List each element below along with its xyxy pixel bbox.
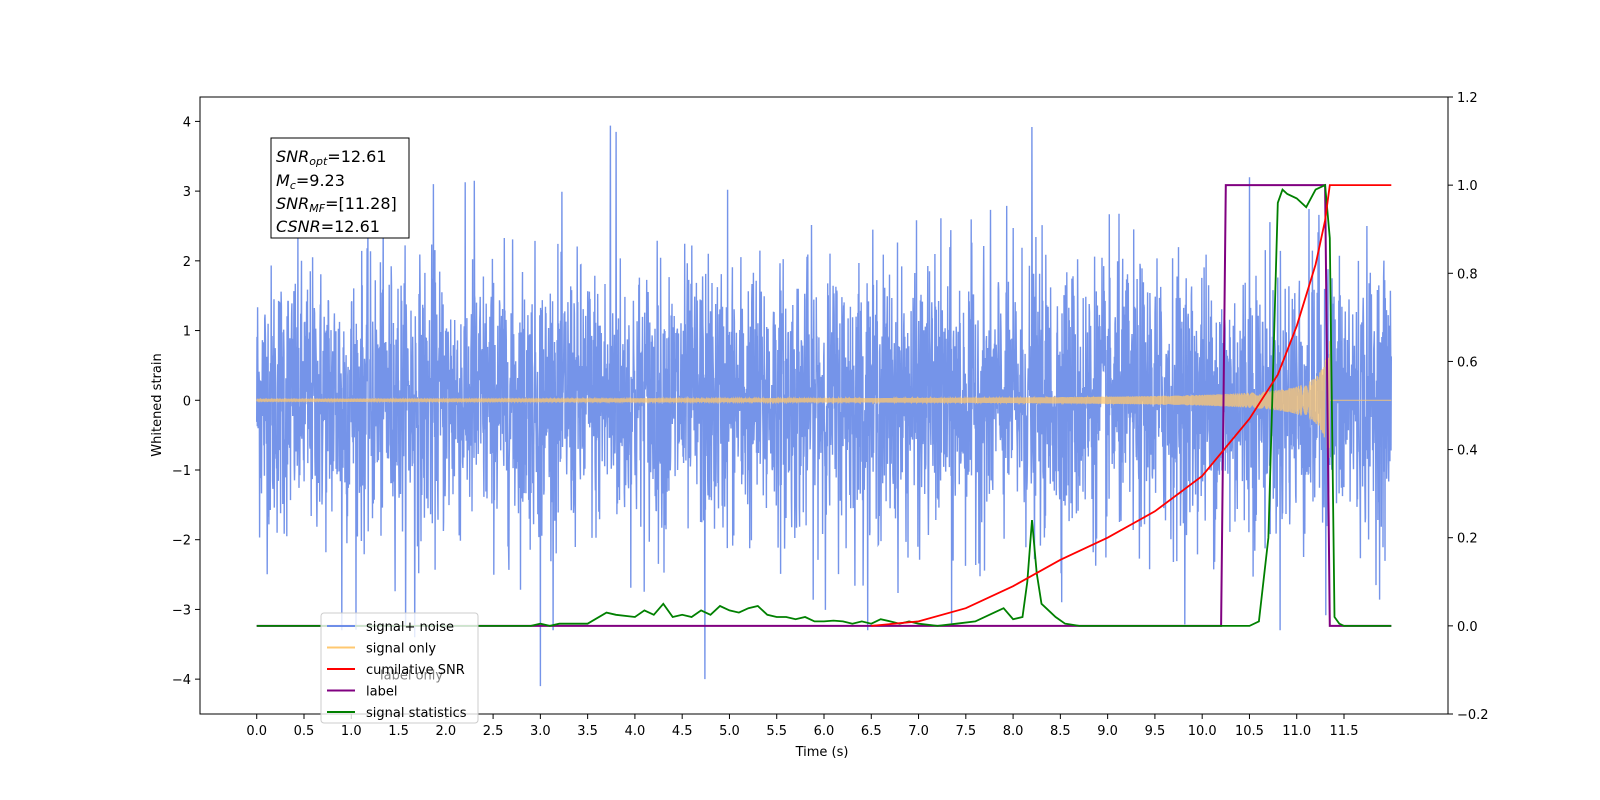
- x-tick-label: 8.0: [1003, 724, 1024, 739]
- y-right-tick-label: −0.2: [1457, 708, 1489, 723]
- y-left-tick-label: −2: [172, 534, 191, 549]
- x-tick-label: 1.5: [388, 724, 409, 739]
- y-left-tick-label: 4: [183, 115, 191, 130]
- x-tick-label: 2.5: [483, 724, 504, 739]
- series-signal-noise: [256, 125, 1393, 687]
- x-tick-label: 8.5: [1050, 724, 1071, 739]
- x-axis: 0.0 0.5 1.0 1.5 2.0 2.5 3.0 3.5 4.0 4.5 5.0 5.5 6.0 6…: [246, 714, 1358, 739]
- x-tick-label: 1.0: [341, 724, 362, 739]
- legend-frame: [320, 612, 479, 724]
- x-tick-label: 2.0: [435, 724, 456, 739]
- y-left-tick-label: −1: [172, 464, 191, 479]
- x-tick-label: 5.0: [719, 724, 740, 739]
- x-axis-label: Time (s): [795, 745, 849, 760]
- info-line-snr-opt: SNRopt=12.61: [276, 147, 387, 168]
- x-tick-label: 7.0: [908, 724, 929, 739]
- x-tick-label: 9.0: [1097, 724, 1118, 739]
- y-right-tick-label: 0.4: [1457, 444, 1478, 459]
- y-left-tick-label: −3: [172, 603, 191, 618]
- legend-entry-label: cumilative SNR: [366, 663, 465, 678]
- info-line-snr-mf: SNRMF=[11.28]: [276, 194, 397, 215]
- series-signal-statistics: [256, 183, 1392, 627]
- y-right-tick-label: 0.8: [1457, 267, 1478, 282]
- legend-overlapped-label: label only: [380, 669, 443, 684]
- legend-entry-label: signal statistics: [366, 706, 467, 721]
- x-tick-label: 11.0: [1282, 724, 1311, 739]
- legend-entry-label: signal+ noise: [366, 620, 454, 635]
- x-tick-label: 6.5: [861, 724, 882, 739]
- info-box-frame: [270, 137, 410, 239]
- plot-area: [199, 96, 1449, 715]
- x-tick-label: 3.0: [530, 724, 551, 739]
- y-right-tick-label: 0.0: [1457, 620, 1478, 635]
- x-tick-label: 0.0: [246, 724, 267, 739]
- y-right-tick-label: 1.0: [1457, 179, 1478, 194]
- x-tick-label: 6.0: [814, 724, 835, 739]
- x-tick-label: 10.5: [1235, 724, 1264, 739]
- legend-entry-label: signal only: [366, 642, 436, 657]
- y-left-tick-label: −4: [172, 673, 191, 688]
- series-signal-only: [256, 341, 1392, 459]
- y-axis-left: 4 3 2 1 0 −1 −2 −3 −4: [172, 115, 200, 688]
- info-box: SNRopt=12.61 Mc=9.23 SNRMF=[11.28] CSNR=…: [270, 137, 410, 239]
- info-line-mc: Mc=9.23: [276, 171, 345, 192]
- y-left-tick-label: 1: [183, 325, 191, 340]
- y-left-tick-label: 0: [183, 394, 191, 409]
- y-axis-right: 1.2 1.0 0.8 0.6 0.4 0.2 0.0 −0.2: [1448, 91, 1489, 723]
- x-tick-label: 0.5: [294, 724, 315, 739]
- series-label: [256, 184, 1392, 627]
- y-left-tick-label: 3: [183, 185, 191, 200]
- x-tick-label: 7.5: [955, 724, 976, 739]
- x-tick-label: 4.0: [625, 724, 646, 739]
- y-right-tick-label: 0.6: [1457, 355, 1478, 370]
- x-tick-label: 4.5: [672, 724, 693, 739]
- y-left-tick-label: 2: [183, 255, 191, 270]
- y-right-tick-label: 0.2: [1457, 532, 1478, 547]
- series-cumulative-snr: [871, 184, 1392, 627]
- x-tick-label: 3.5: [577, 724, 598, 739]
- x-tick-label: 9.5: [1145, 724, 1166, 739]
- info-line-csnr: CSNR=12.61: [276, 217, 380, 236]
- y-axis-label: Whitened strain: [150, 353, 165, 456]
- y-right-tick-label: 1.2: [1457, 91, 1478, 106]
- series-layer: [256, 125, 1393, 687]
- x-tick-label: 11.5: [1330, 724, 1359, 739]
- x-tick-label: 10.0: [1188, 724, 1217, 739]
- legend-entry-label: label: [366, 685, 397, 700]
- x-tick-label: 5.5: [766, 724, 787, 739]
